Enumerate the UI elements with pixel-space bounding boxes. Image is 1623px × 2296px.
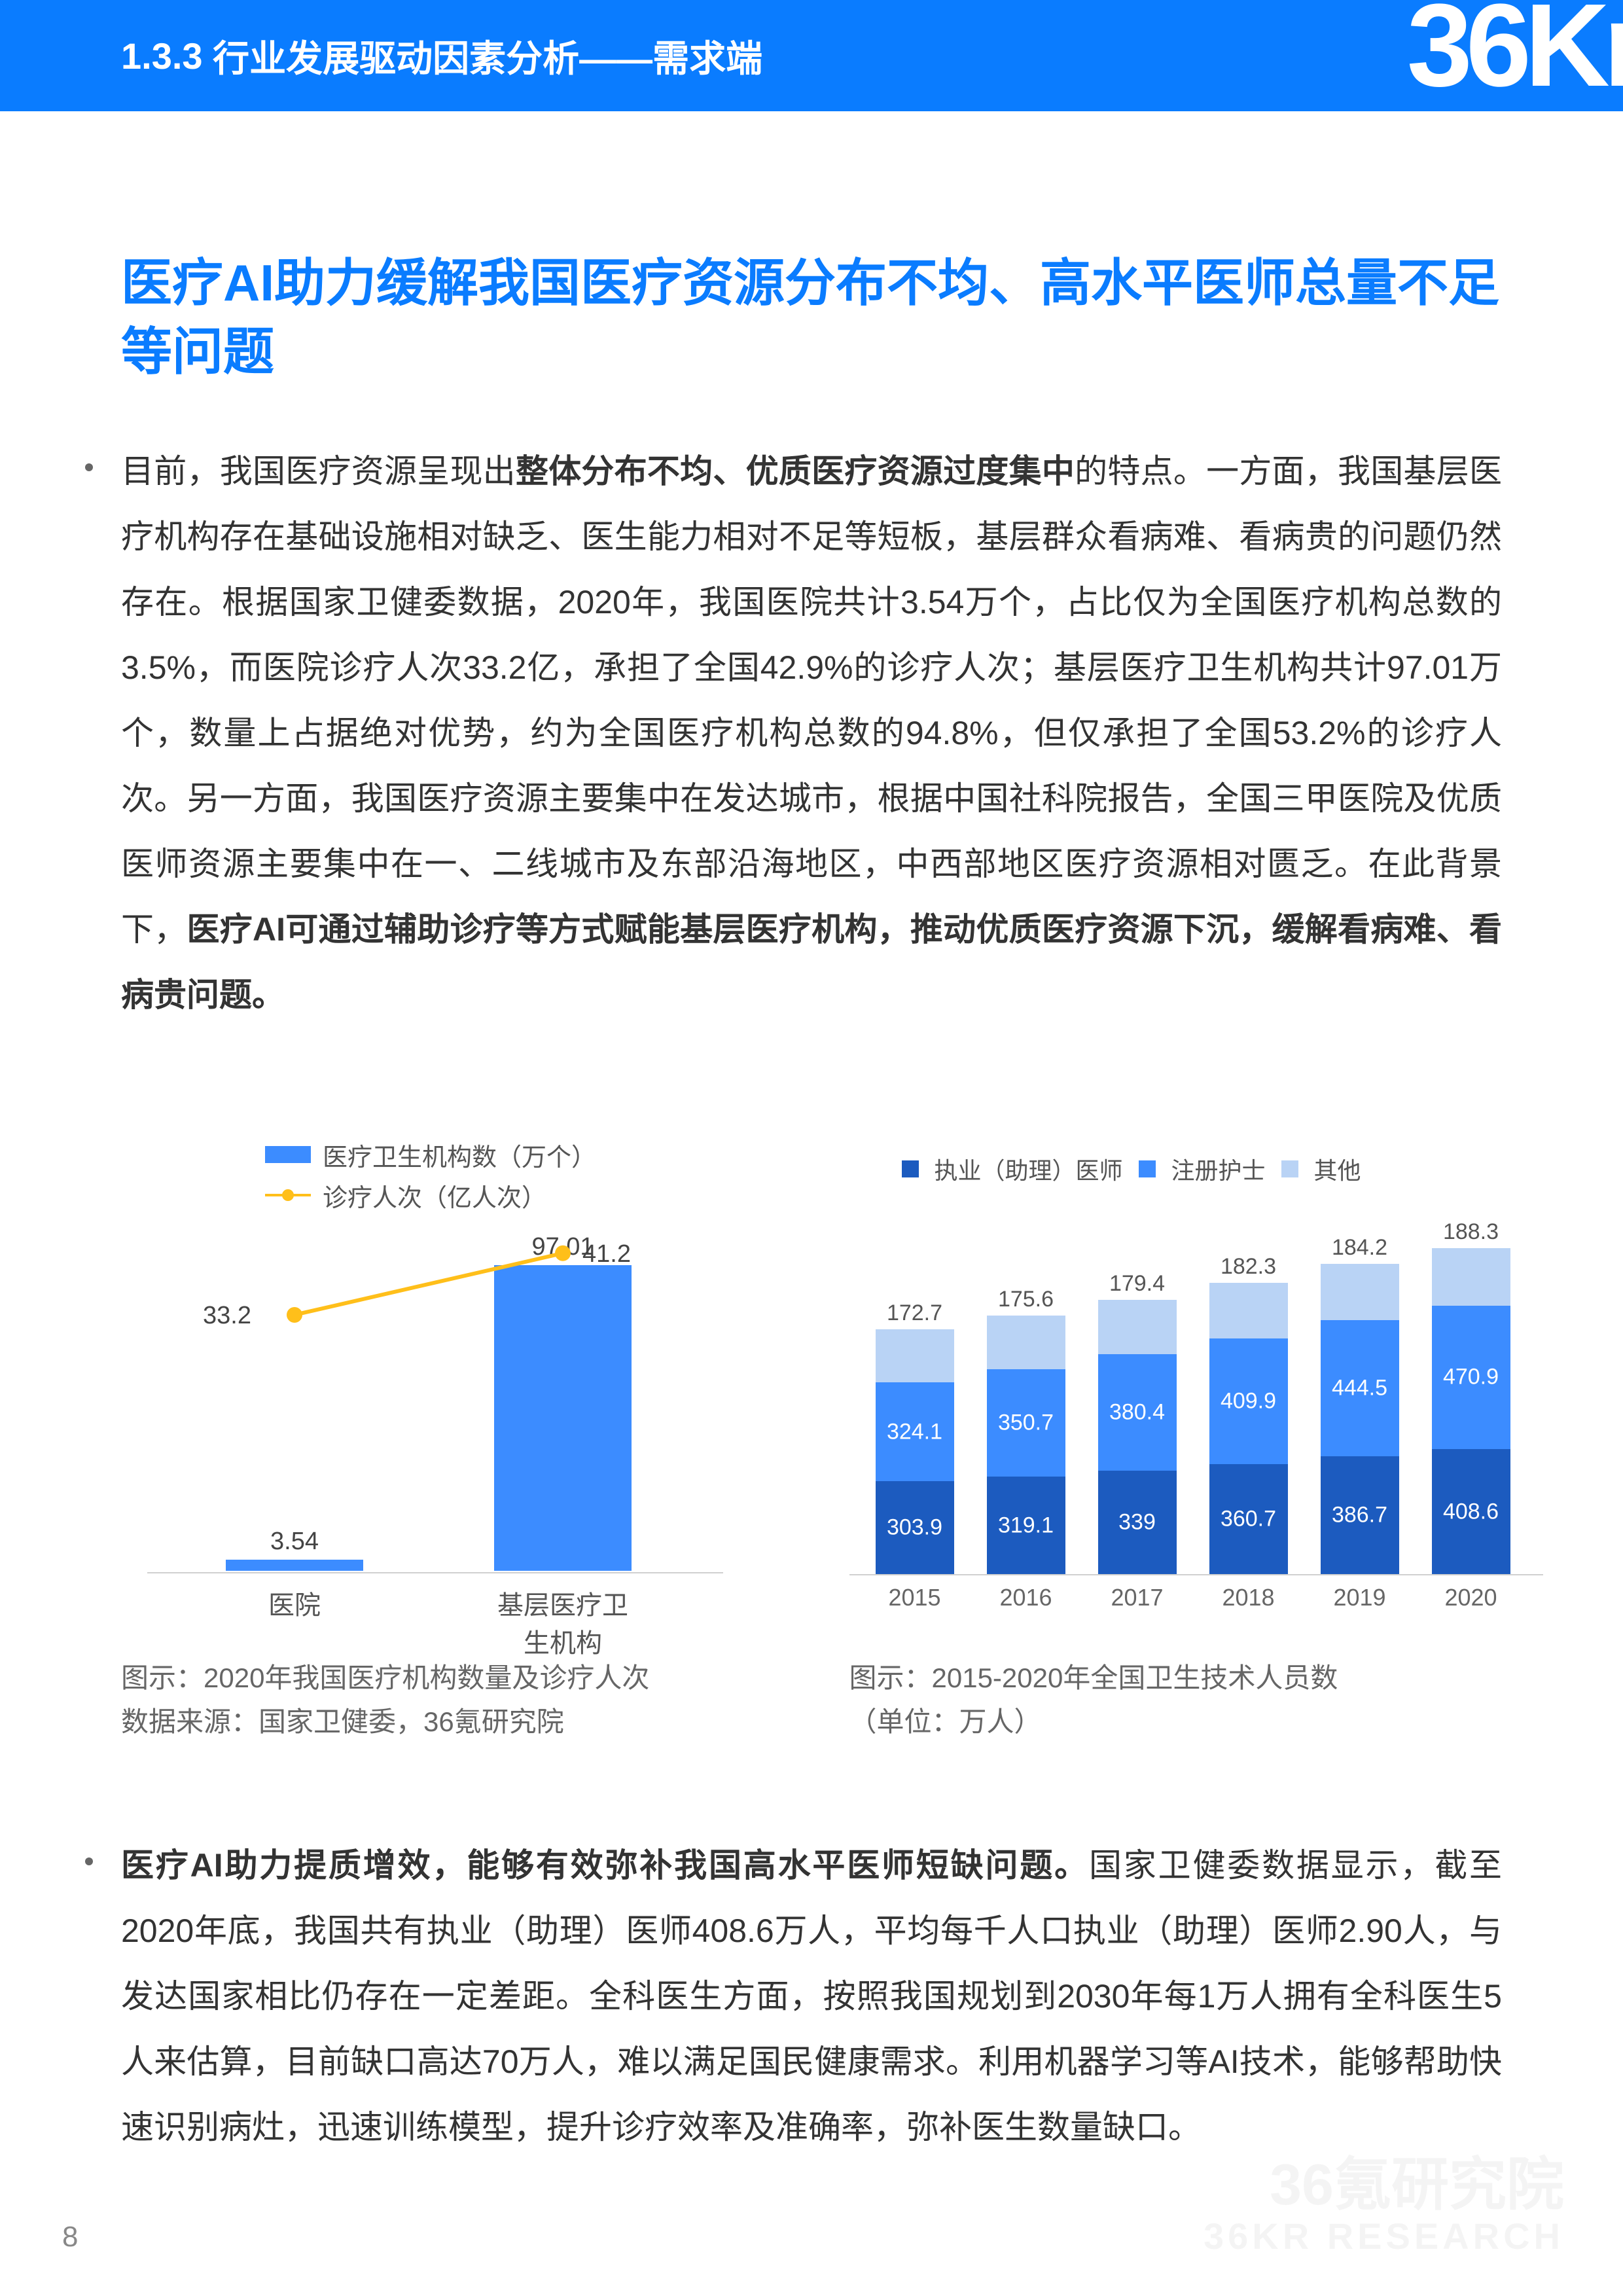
- chart2-segment-nurses: 380.4: [1098, 1354, 1177, 1471]
- chart1-plot: 3.5497.0133.241.2: [147, 1224, 723, 1571]
- legend-label: 执业（助理）医师: [935, 1152, 1123, 1186]
- chart1-x-category: 医院: [226, 1584, 363, 1622]
- chart2-segment-other: 179.4: [1098, 1300, 1177, 1355]
- p2-text-a: 医疗AI助力提质增效，能够有效弥补我国高水平医师短缺问题。: [121, 1847, 1089, 1884]
- chart2-plot: 172.7 324.1 303.9 175.6 350.7 319.1 179.4 380.4…: [849, 1208, 1543, 1574]
- chart2-segment-label: 319.1: [998, 1513, 1054, 1538]
- chart2-segment-doctors: 303.9: [876, 1481, 954, 1574]
- chart2-segment-other: 182.3: [1209, 1283, 1288, 1338]
- chart1-caption: 图示：2020年我国医疗机构数量及诊疗人次 数据来源：国家卫健委，36氪研究院: [121, 1656, 649, 1744]
- chart1-line: [147, 1224, 723, 1571]
- chart1-caption-line2: 数据来源：国家卫健委，36氪研究院: [121, 1700, 649, 1744]
- p2-text-b: 国家卫健委数据显示，截至2020年底，我国共有执业（助理）医师408.6万人，平…: [121, 1847, 1502, 2145]
- chart2-caption-line1: 图示：2015-2020年全国卫生技术人员数: [849, 1656, 1338, 1700]
- chart-2: 执业（助理）医师 注册护士 其他 172.7 324.1 303.9 175.6 350.7…: [830, 1139, 1539, 1793]
- chart2-top-label: 172.7: [887, 1300, 942, 1326]
- chart2-segment-label: 303.9: [887, 1515, 942, 1541]
- chart2-x-category: 2016: [987, 1584, 1065, 1611]
- watermark-line2: 36KR RESEARCH: [1204, 2216, 1564, 2257]
- chart2-segment-label: 386.7: [1332, 1502, 1387, 1528]
- chart2-segment-nurses: 350.7: [987, 1369, 1065, 1477]
- header-bar: 1.3.3 行业发展驱动因素分析——需求端 36Kr: [0, 0, 1623, 111]
- chart2-top-label: 184.2: [1332, 1235, 1387, 1261]
- chart2-x-category: 2020: [1432, 1584, 1510, 1611]
- p1-text-b: 整体分布不均、优质医疗资源过度集中: [516, 453, 1075, 490]
- p1-text-c: 的特点。一方面，我国基层医疗机构存在基础设施相对缺乏、医生能力相对不足等短板，基…: [121, 453, 1502, 948]
- chart1-caption-line1: 图示：2020年我国医疗机构数量及诊疗人次: [121, 1656, 649, 1700]
- chart2-segment-doctors: 408.6: [1432, 1449, 1510, 1574]
- chart2-segment-doctors: 360.7: [1209, 1464, 1288, 1574]
- chart2-segment-label: 408.6: [1443, 1499, 1499, 1524]
- chart2-segment-label: 350.7: [998, 1410, 1054, 1436]
- chart1-axis: [147, 1572, 723, 1573]
- legend-swatch-bar: [265, 1146, 311, 1163]
- chart2-column: 172.7 324.1 303.9: [876, 1329, 954, 1574]
- chart-1: 医疗卫生机构数（万个） 诊疗人次（亿人次） 3.5497.0133.241.2 …: [121, 1139, 830, 1793]
- chart2-segment-other: 188.3: [1432, 1248, 1510, 1306]
- chart2-top-label: 182.3: [1221, 1254, 1276, 1280]
- paragraph-1: 目前，我国医疗资源呈现出整体分布不均、优质医疗资源过度集中的特点。一方面，我国基…: [121, 439, 1502, 1028]
- chart2-caption-line2: （单位：万人）: [849, 1700, 1338, 1744]
- chart2-top-label: 175.6: [998, 1287, 1054, 1312]
- chart2-segment-nurses: 324.1: [876, 1382, 954, 1481]
- chart2-top-label: 179.4: [1109, 1271, 1165, 1297]
- chart2-segment-label: 409.9: [1221, 1389, 1276, 1414]
- chart2-segment-doctors: 386.7: [1321, 1456, 1399, 1574]
- chart2-segment-label: 470.9: [1443, 1365, 1499, 1390]
- chart2-segment-doctors: 339: [1098, 1471, 1177, 1574]
- chart2-segment-other: 175.6: [987, 1316, 1065, 1369]
- bullet-icon: [85, 463, 93, 471]
- section-number: 1.3.3: [121, 35, 203, 77]
- chart2-x-category: 2019: [1321, 1584, 1399, 1611]
- chart1-x-category: 基层医疗卫生机构: [494, 1584, 632, 1660]
- chart2-segment-label: 380.4: [1109, 1400, 1165, 1426]
- chart2-segment-label: 444.5: [1332, 1375, 1387, 1401]
- chart2-x-category: 2017: [1098, 1584, 1177, 1611]
- chart2-column: 182.3 409.9 360.7: [1209, 1283, 1288, 1574]
- paragraph-2: 医疗AI助力提质增效，能够有效弥补我国高水平医师短缺问题。国家卫健委数据显示，截…: [121, 1833, 1502, 2160]
- chart2-segment-label: 324.1: [887, 1419, 942, 1444]
- chart2-segment-other: 172.7: [876, 1329, 954, 1382]
- chart2-axis: [849, 1574, 1543, 1575]
- chart2-column: 179.4 380.4 339: [1098, 1300, 1177, 1574]
- watermark: 36氪研究院 36KR RESEARCH: [1204, 2153, 1564, 2257]
- chart2-segment-other: 184.2: [1321, 1264, 1399, 1320]
- chart2-segment-doctors: 319.1: [987, 1477, 1065, 1574]
- section-title: 行业发展驱动因素分析——需求端: [213, 29, 762, 82]
- chart2-segment-nurses: 409.9: [1209, 1338, 1288, 1463]
- legend-swatch: [902, 1160, 919, 1177]
- chart2-column: 184.2 444.5 386.7: [1321, 1264, 1399, 1574]
- chart2-column: 175.6 350.7 319.1: [987, 1316, 1065, 1574]
- chart2-segment-label: 339: [1118, 1509, 1156, 1535]
- charts-region: 医疗卫生机构数（万个） 诊疗人次（亿人次） 3.5497.0133.241.2 …: [121, 1139, 1538, 1793]
- legend-label-line: 诊疗人次（亿人次）: [323, 1177, 546, 1213]
- bullet-icon: [85, 1857, 93, 1865]
- chart1-legend: 医疗卫生机构数（万个） 诊疗人次（亿人次）: [265, 1139, 596, 1220]
- chart2-segment-nurses: 444.5: [1321, 1320, 1399, 1456]
- legend-label-bar: 医疗卫生机构数（万个）: [323, 1137, 596, 1173]
- legend-swatch: [1281, 1160, 1298, 1177]
- legend-swatch: [1139, 1160, 1156, 1177]
- p1-text-a: 目前，我国医疗资源呈现出: [121, 453, 516, 490]
- chart2-x-category: 2015: [876, 1584, 954, 1611]
- chart2-caption: 图示：2015-2020年全国卫生技术人员数 （单位：万人）: [849, 1656, 1338, 1744]
- chart2-top-label: 188.3: [1443, 1219, 1499, 1245]
- chart2-segment-label: 360.7: [1221, 1506, 1276, 1532]
- p1-text-d: 医疗AI可通过辅助诊疗等方式赋能基层医疗机构，推动优质医疗资源下沉，缓解看病难、…: [121, 911, 1502, 1013]
- chart2-segment-nurses: 470.9: [1432, 1306, 1510, 1450]
- chart2-column: 188.3 470.9 408.6: [1432, 1248, 1510, 1574]
- legend-label: 其他: [1314, 1152, 1361, 1186]
- page-number: 8: [62, 2221, 78, 2253]
- page-title: 医疗AI助力缓解我国医疗资源分布不均、高水平医师总量不足等问题: [121, 249, 1502, 387]
- chart2-x-category: 2018: [1209, 1584, 1288, 1611]
- legend-label: 注册护士: [1171, 1152, 1266, 1186]
- brand-logo: 36Kr: [1407, 0, 1623, 105]
- watermark-line1: 36氪研究院: [1204, 2153, 1564, 2217]
- legend-swatch-line: [265, 1194, 311, 1196]
- chart2-legend: 执业（助理）医师 注册护士 其他: [902, 1152, 1361, 1186]
